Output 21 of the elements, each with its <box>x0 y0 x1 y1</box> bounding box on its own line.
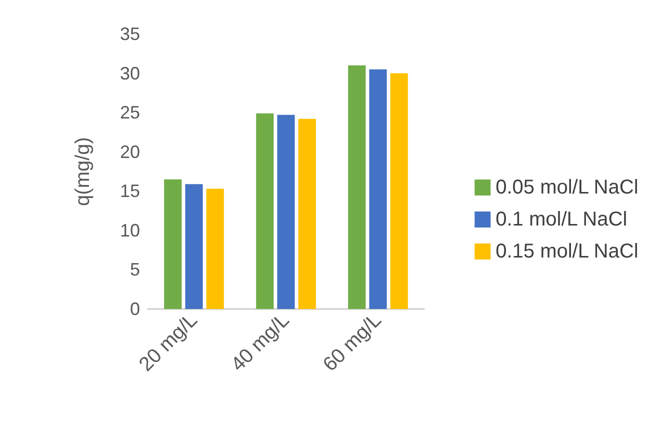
y-tick-label: 5 <box>130 260 140 280</box>
legend-label: 0.15 mol/L NaCl <box>496 240 638 262</box>
y-tick-label: 15 <box>120 181 140 202</box>
legend-label: 0.05 mol/L NaCl <box>496 176 638 198</box>
bar <box>256 113 274 309</box>
y-tick-label: 0 <box>130 299 140 319</box>
bar <box>348 65 366 309</box>
bar <box>185 184 203 309</box>
y-tick-label: 30 <box>120 63 140 84</box>
y-tick-label: 35 <box>120 24 140 44</box>
bar <box>369 69 387 309</box>
bar <box>298 118 316 309</box>
bar <box>206 188 224 309</box>
y-tick-label: 20 <box>120 142 140 162</box>
bar <box>390 73 408 309</box>
y-axis-title: q(mg/g) <box>72 137 94 206</box>
y-tick-label: 25 <box>120 102 140 123</box>
legend-label: 0.1 mol/L NaCl <box>496 208 628 230</box>
bar <box>277 114 295 309</box>
bar <box>164 179 182 309</box>
y-tick-label: 10 <box>120 220 140 240</box>
